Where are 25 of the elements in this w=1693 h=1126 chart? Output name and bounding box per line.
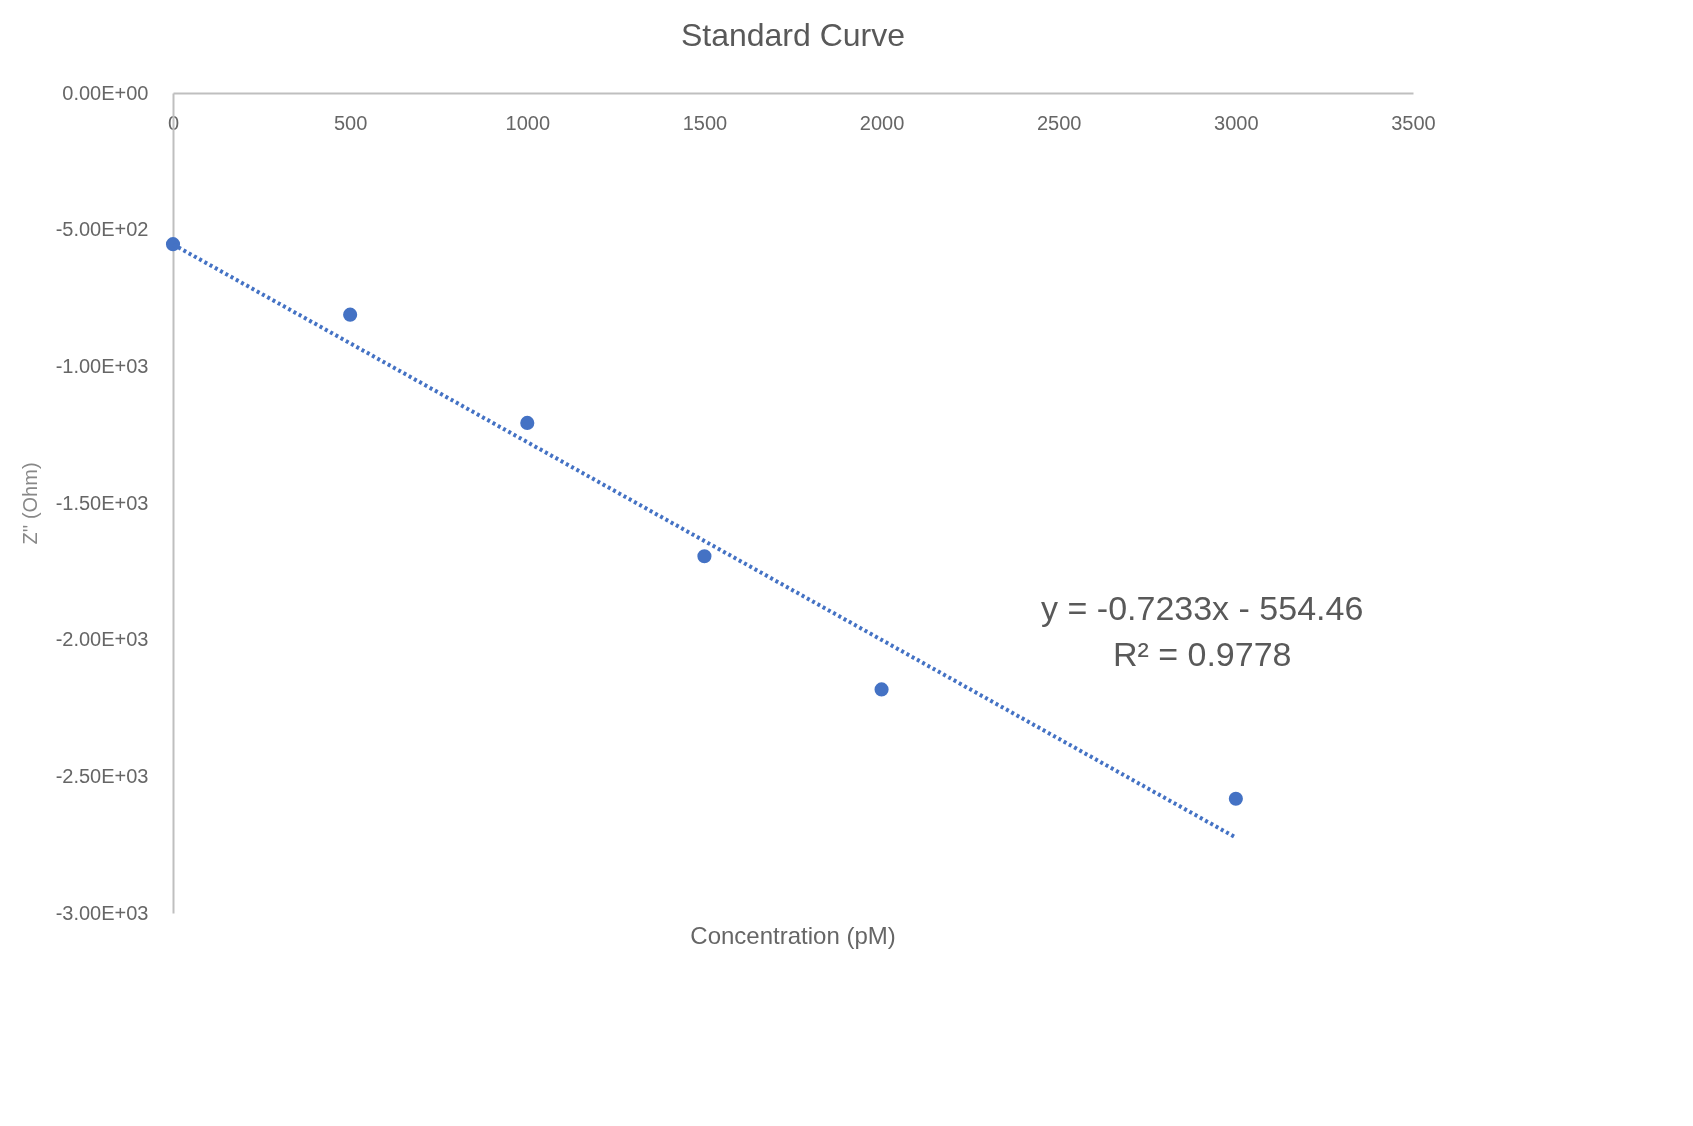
y-tick-label: -3.00E+03 <box>55 901 149 924</box>
y-tick-label: -5.00E+02 <box>55 218 149 241</box>
x-tick-label: 2000 <box>859 111 905 134</box>
x-tick-label: 1000 <box>505 111 551 134</box>
x-axis-title: Concentration (pM) <box>690 922 896 949</box>
chart-title: Standard Curve <box>680 17 906 53</box>
annotation: y = -0.7233x - 554.46 <box>1041 588 1364 627</box>
point <box>1228 791 1243 806</box>
point <box>874 682 889 697</box>
annotation: R² = 0.9778 <box>1112 634 1292 673</box>
x-tick-label: 2500 <box>1036 111 1082 134</box>
x-tick-label: 500 <box>333 111 368 134</box>
point <box>165 237 181 252</box>
y-tick-label: 0.00E+00 <box>62 81 149 104</box>
y-axis-title: Z'' (Ohm) <box>18 462 41 545</box>
point <box>343 307 358 322</box>
y-tick-label: -1.00E+03 <box>55 354 149 377</box>
y-tick-label: -2.50E+03 <box>55 764 149 787</box>
x-tick-label: 3500 <box>1391 111 1436 134</box>
y-tick-label: -1.50E+03 <box>55 491 149 514</box>
point <box>697 549 712 564</box>
point <box>520 415 535 430</box>
x-tick-label: 3000 <box>1214 111 1259 134</box>
y-tick-label: -2.00E+03 <box>55 628 149 651</box>
x-tick-label: 1500 <box>682 111 728 134</box>
